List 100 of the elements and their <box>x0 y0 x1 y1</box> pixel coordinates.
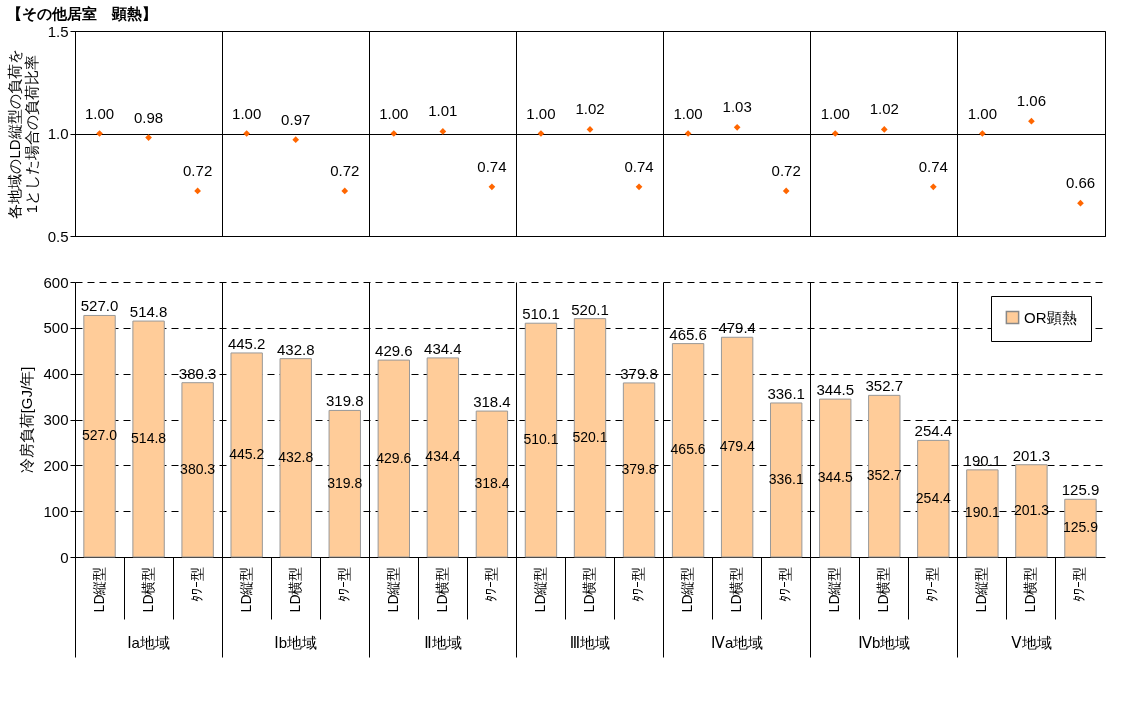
data-label: 514.8 <box>129 303 168 321</box>
point <box>733 124 741 131</box>
text: Ⅰa地域 <box>127 634 170 651</box>
data-label: 319.8 <box>325 392 364 410</box>
data-label: 432.8 <box>276 340 315 358</box>
data-label: 1.00 <box>379 104 409 122</box>
x-tick-label: LD横型 <box>433 566 450 613</box>
bar <box>1064 498 1097 558</box>
point <box>1028 117 1035 125</box>
data-label: 434.4 <box>424 339 462 357</box>
data-label: 1.02 <box>869 100 899 118</box>
text: Ⅰb地域 <box>274 634 318 651</box>
bar <box>868 394 901 558</box>
text: 380.3 <box>180 460 216 477</box>
data-label: 254.4 <box>914 422 953 440</box>
bar <box>1015 464 1048 558</box>
text: 336.1 <box>768 470 804 487</box>
bar <box>524 322 558 558</box>
x-tick-label: LD横型 <box>875 566 892 613</box>
data-label: 1.00 <box>232 104 262 122</box>
point <box>782 187 790 195</box>
bar <box>917 439 950 558</box>
text: 434.4 <box>425 448 461 465</box>
text: Ⅴ地域 <box>1011 634 1052 651</box>
point <box>979 130 986 137</box>
point <box>1077 199 1084 207</box>
data-label: 0.72 <box>330 161 360 179</box>
bar <box>475 410 509 558</box>
text: 514.8 <box>131 430 167 447</box>
point <box>488 183 496 191</box>
data-label: 445.2 <box>227 334 266 352</box>
y-tick-label: 200 <box>43 456 69 474</box>
data-label: 1.00 <box>967 104 997 122</box>
bar <box>181 382 214 558</box>
data-label: 1.06 <box>1016 92 1047 110</box>
y-tick-label: 300 <box>43 411 69 428</box>
text: 319.8 <box>327 474 363 491</box>
point <box>880 126 888 133</box>
data-label: 0.74 <box>624 157 654 175</box>
data-label: 336.1 <box>767 384 805 402</box>
x-tick-label: LD縦型 <box>826 566 843 613</box>
text: 379.8 <box>621 460 657 477</box>
x-tick-label: ﾀﾜｰ型 <box>188 566 205 602</box>
bar <box>132 320 165 558</box>
data-label: 1.01 <box>428 102 458 120</box>
point <box>341 187 349 195</box>
data-label: 0.66 <box>1065 174 1096 192</box>
point <box>831 130 839 137</box>
bar <box>83 314 116 558</box>
x-tick-label: ﾀﾜｰ型 <box>482 566 499 602</box>
y-tick-label: 600 <box>43 273 69 291</box>
y-tick-label: 1.5 <box>47 22 69 40</box>
x-tick-label: LD横型 <box>286 566 303 613</box>
x-tick-label: LD横型 <box>728 566 745 613</box>
data-label: 0.98 <box>133 108 164 126</box>
y-tick-label: 400 <box>43 365 69 383</box>
bar <box>377 359 410 558</box>
chart-title: 【その他居室 顕熱】 <box>7 5 158 22</box>
x-tick-label: ﾀﾜｰ型 <box>924 566 941 602</box>
data-label: 1.00 <box>526 104 556 122</box>
text: 527.0 <box>82 427 118 444</box>
data-label: 1.00 <box>84 104 115 122</box>
bar <box>426 357 460 558</box>
x-tick-label: LD横型 <box>1022 566 1039 613</box>
x-tick-label: LD縦型 <box>679 566 696 613</box>
text: 520.1 <box>572 428 608 445</box>
data-label: 125.9 <box>1061 481 1100 499</box>
text: 254.4 <box>915 489 951 506</box>
y-tick-label: 100 <box>43 502 69 520</box>
point <box>929 183 937 191</box>
bar <box>966 469 999 558</box>
text: 201.3 <box>1013 501 1049 518</box>
bar <box>328 409 361 558</box>
point <box>96 130 103 137</box>
data-label: 0.74 <box>918 157 948 175</box>
data-label: 429.6 <box>375 342 413 360</box>
text: Ⅳb地域 <box>858 634 911 651</box>
data-label: 0.97 <box>281 110 311 128</box>
x-tick-label: ﾀﾜｰ型 <box>777 566 794 602</box>
y-axis-title: 各地域のLD縦型の負荷を 1とした場合の負荷比率 <box>5 49 40 219</box>
point <box>439 128 447 135</box>
x-tick-label: LD横型 <box>581 566 597 613</box>
x-tick-label: LD横型 <box>139 566 156 613</box>
legend-label: OR顕熱 <box>1024 308 1077 326</box>
x-tick-label: LD縦型 <box>384 566 401 613</box>
y-tick-label: 1.0 <box>47 125 69 142</box>
point <box>194 187 201 195</box>
y-tick-label: 0 <box>60 548 69 566</box>
data-label: 465.6 <box>669 325 707 343</box>
bar <box>770 402 803 558</box>
data-label: 1.02 <box>575 100 605 118</box>
data-label: 318.4 <box>473 393 511 411</box>
text: 429.6 <box>376 449 412 466</box>
data-label: 201.3 <box>1012 446 1051 464</box>
bar <box>279 358 312 558</box>
data-label: 510.1 <box>522 305 560 323</box>
data-label: 527.0 <box>80 297 119 315</box>
data-label: 0.74 <box>477 157 507 175</box>
point <box>243 130 251 137</box>
y-tick-label: 500 <box>43 319 69 337</box>
